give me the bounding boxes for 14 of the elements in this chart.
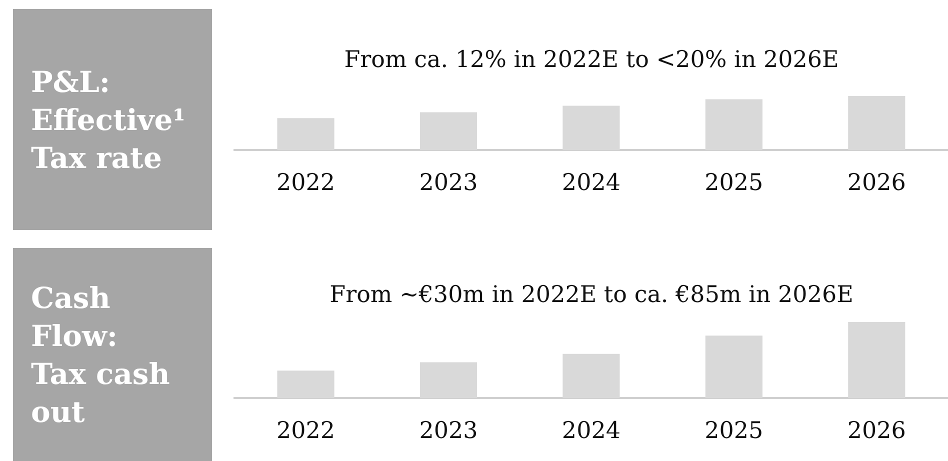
x-tick-label: 2022	[276, 418, 336, 444]
x-tick-label: 2026	[847, 169, 906, 196]
x-tick-label: 2026	[847, 418, 906, 444]
text: Cash Flow: Tax cash out	[31, 280, 171, 430]
x-tick-label: 2025	[704, 169, 764, 196]
x-tick-label: 2025	[704, 418, 764, 444]
chart-subtitle: From ~€30m in 2022E to ca. €85m in 2026E	[330, 282, 854, 308]
x-tick-label: 2024	[562, 418, 620, 444]
chart-title: P&L: Effective¹ Tax rate	[31, 64, 186, 176]
x-tick-label: 2023	[419, 169, 478, 196]
x-tick-label: 2024	[562, 169, 620, 196]
x-tick-label: 2023	[419, 418, 478, 444]
x-tick-label: 2022	[276, 169, 336, 196]
chart-subtitle: From ca. 12% in 2022E to <20% in 2026E	[344, 47, 839, 73]
